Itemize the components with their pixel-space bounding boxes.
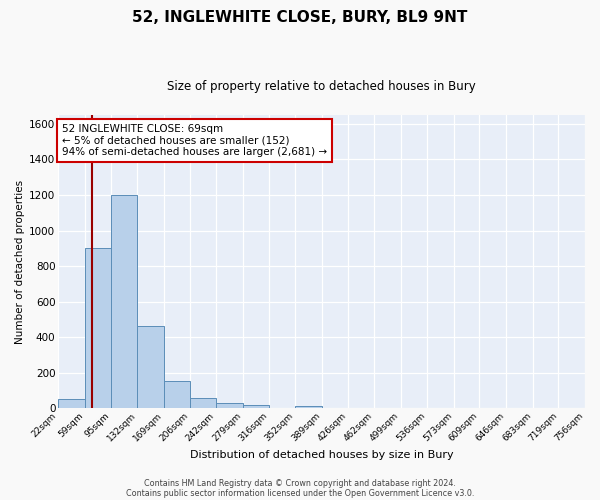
- Bar: [85, 248, 110, 408]
- Bar: [295, 406, 322, 408]
- Bar: [242, 405, 269, 408]
- Bar: [58, 400, 85, 408]
- Bar: [164, 381, 190, 408]
- X-axis label: Distribution of detached houses by size in Bury: Distribution of detached houses by size …: [190, 450, 454, 460]
- Text: 52, INGLEWHITE CLOSE, BURY, BL9 9NT: 52, INGLEWHITE CLOSE, BURY, BL9 9NT: [133, 10, 467, 25]
- Bar: [190, 398, 216, 408]
- Text: Contains HM Land Registry data © Crown copyright and database right 2024.: Contains HM Land Registry data © Crown c…: [144, 478, 456, 488]
- Title: Size of property relative to detached houses in Bury: Size of property relative to detached ho…: [167, 80, 476, 93]
- Text: 52 INGLEWHITE CLOSE: 69sqm
← 5% of detached houses are smaller (152)
94% of semi: 52 INGLEWHITE CLOSE: 69sqm ← 5% of detac…: [62, 124, 327, 157]
- Bar: [216, 403, 242, 408]
- Bar: [110, 195, 137, 408]
- Text: Contains public sector information licensed under the Open Government Licence v3: Contains public sector information licen…: [126, 488, 474, 498]
- Bar: [137, 326, 164, 408]
- Y-axis label: Number of detached properties: Number of detached properties: [15, 180, 25, 344]
